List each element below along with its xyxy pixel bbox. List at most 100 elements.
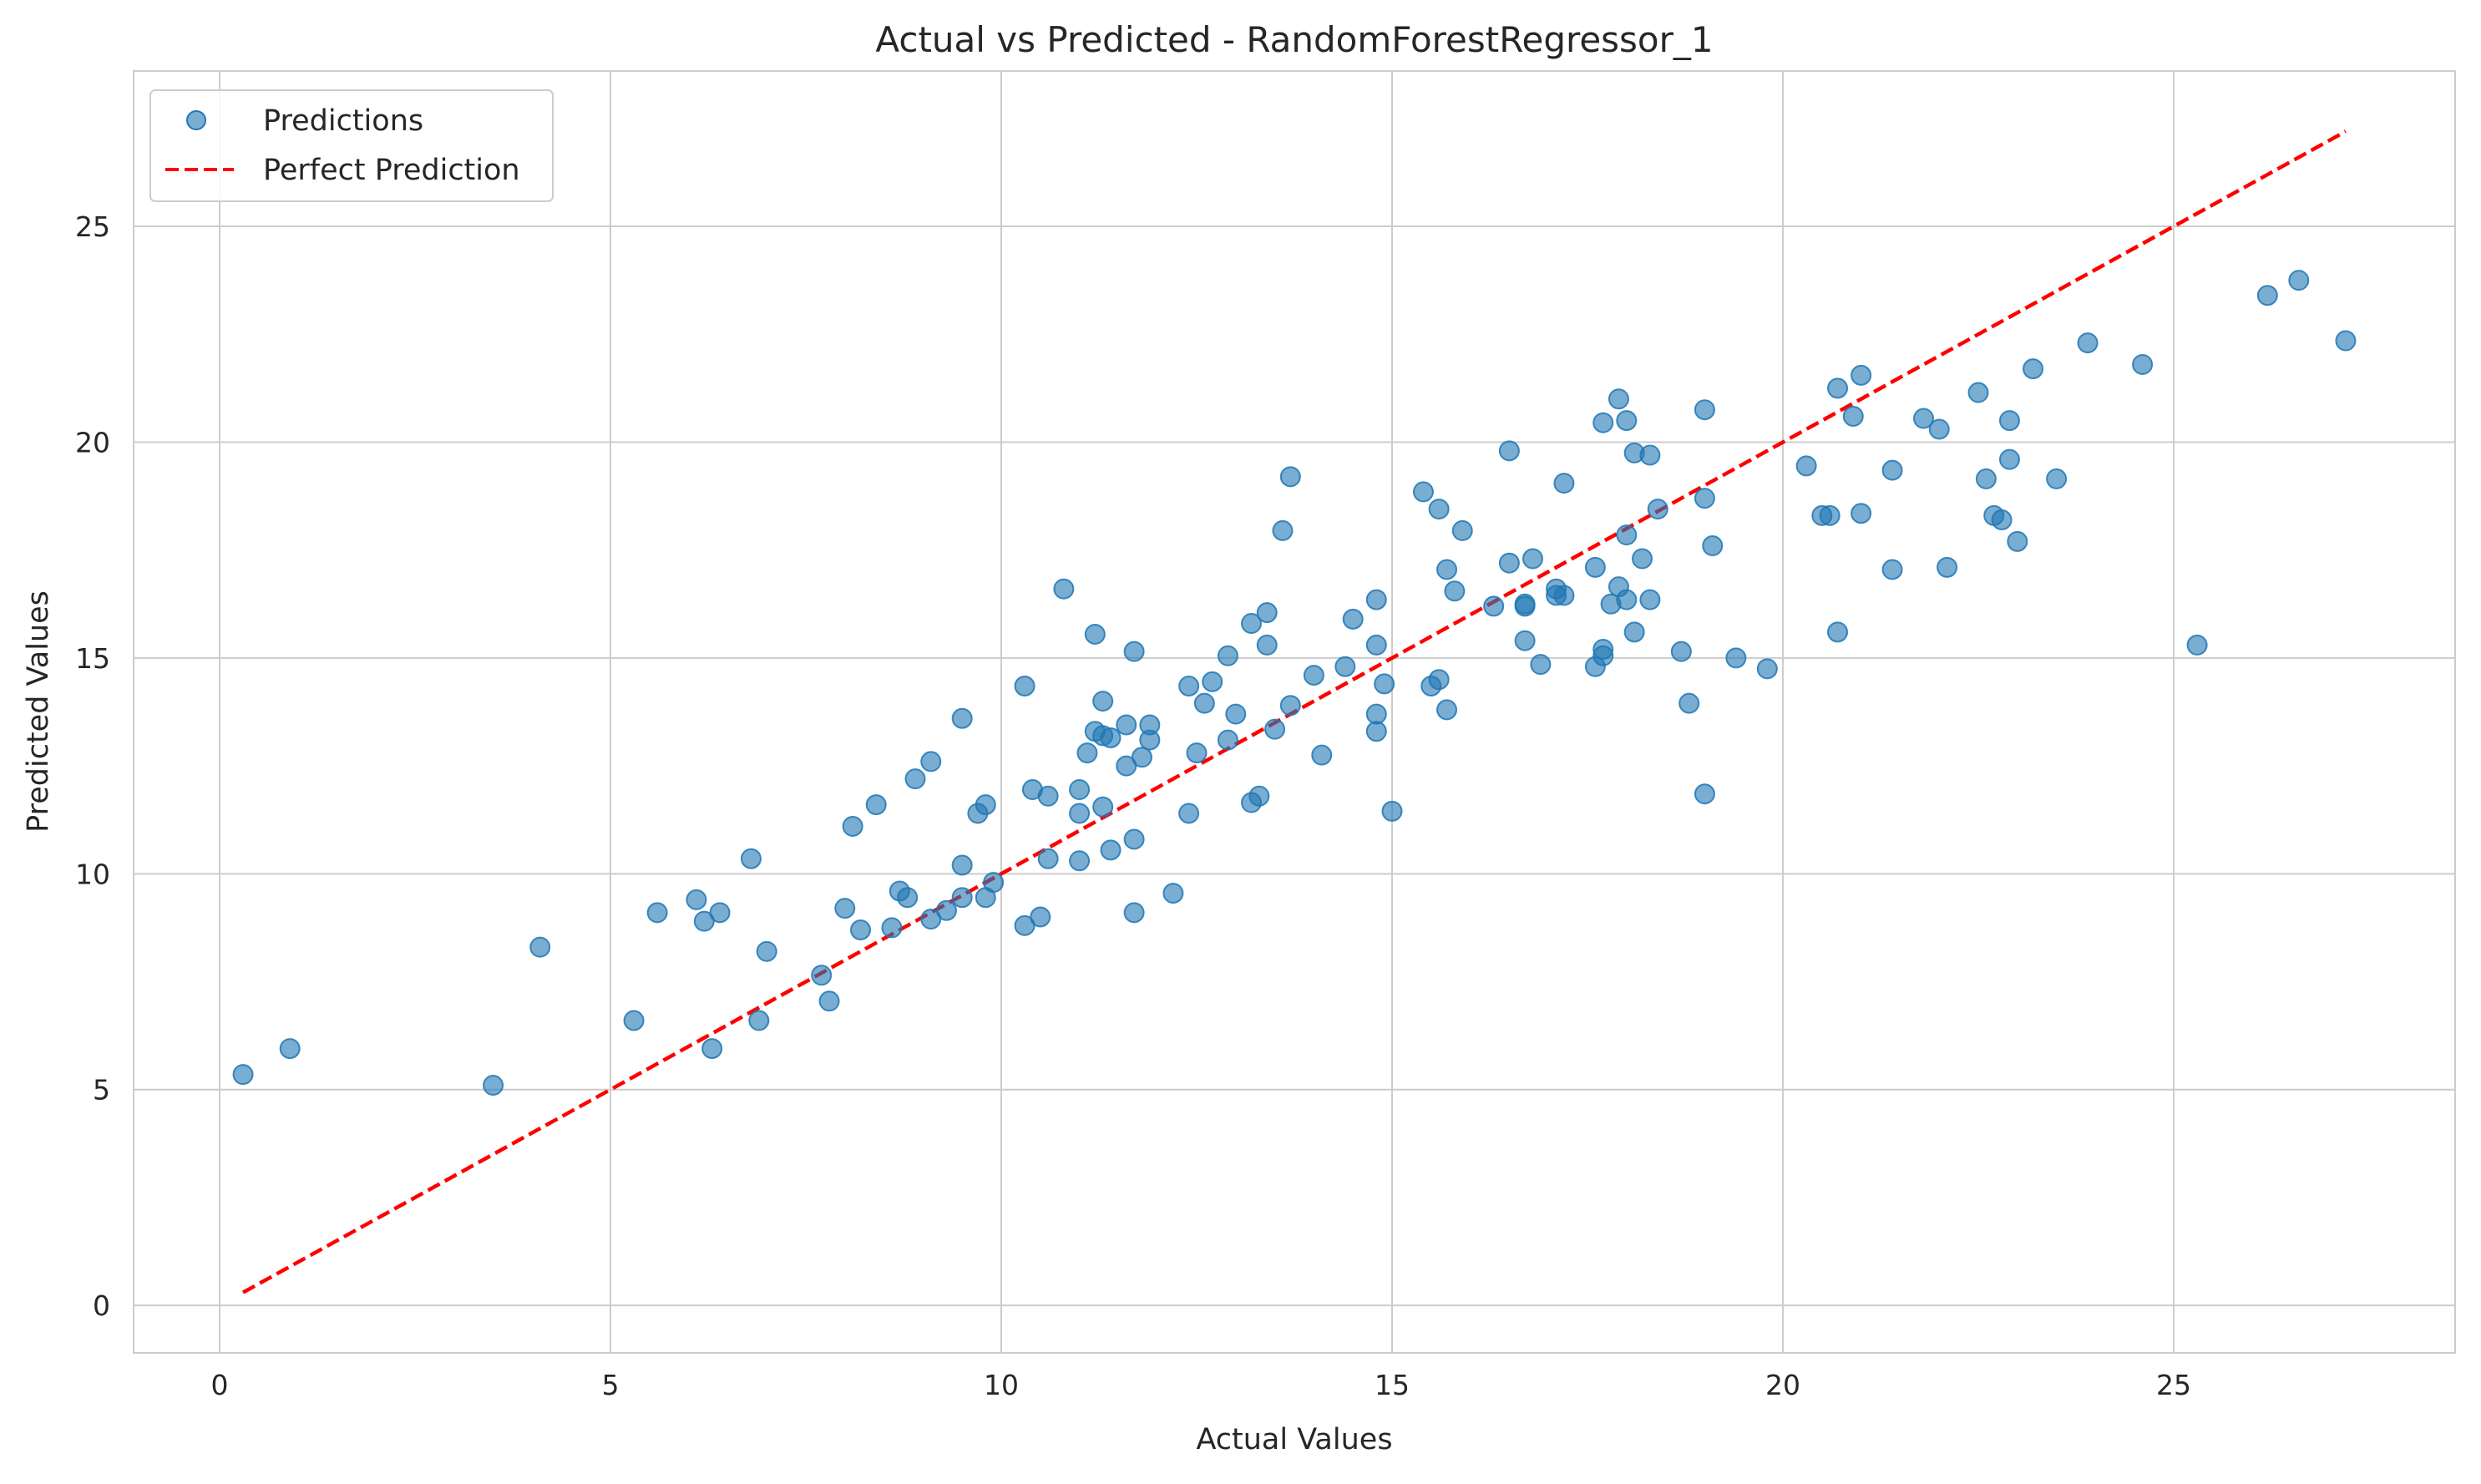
prediction-point bbox=[1991, 509, 2013, 531]
prediction-point bbox=[983, 872, 1005, 894]
x-tick-label: 20 bbox=[1765, 1369, 1800, 1401]
y-tick-label: 15 bbox=[75, 642, 110, 675]
prediction-point bbox=[1436, 699, 1458, 721]
x-tick-label: 15 bbox=[1375, 1369, 1410, 1401]
prediction-point bbox=[2186, 634, 2208, 656]
grid-lines bbox=[134, 71, 2455, 1353]
prediction-point bbox=[951, 887, 973, 909]
prediction-point bbox=[2007, 530, 2028, 552]
prediction-point bbox=[1037, 785, 1059, 807]
prediction-point bbox=[1162, 883, 1184, 904]
prediction-point bbox=[1186, 742, 1208, 764]
prediction-point bbox=[1608, 388, 1629, 410]
prediction-point bbox=[1131, 747, 1152, 768]
prediction-point bbox=[1553, 585, 1575, 606]
prediction-point bbox=[1725, 647, 1747, 669]
prediction-point bbox=[1436, 559, 1458, 580]
prediction-point bbox=[2132, 353, 2154, 375]
prediction-point bbox=[1975, 468, 1997, 489]
prediction-point bbox=[1483, 595, 1505, 617]
prediction-point bbox=[1342, 608, 1364, 630]
prediction-point bbox=[1584, 556, 1606, 578]
prediction-point bbox=[1522, 548, 1543, 570]
prediction-point bbox=[1514, 630, 1536, 651]
prediction-point bbox=[1412, 481, 1434, 503]
legend-label-predictions: Predictions bbox=[263, 104, 423, 138]
prediction-point bbox=[279, 1038, 301, 1060]
prediction-point bbox=[2256, 285, 2278, 306]
prediction-point bbox=[834, 898, 856, 919]
prediction-point bbox=[1123, 641, 1145, 662]
prediction-point bbox=[920, 909, 942, 930]
prediction-point bbox=[483, 1075, 504, 1097]
legend-marker-predictions bbox=[186, 110, 206, 130]
prediction-point bbox=[935, 899, 957, 921]
x-tick-label: 5 bbox=[601, 1369, 619, 1401]
prediction-point bbox=[1819, 504, 1840, 526]
prediction-point bbox=[1639, 589, 1661, 610]
prediction-point bbox=[1670, 641, 1692, 662]
prediction-point bbox=[2046, 468, 2068, 489]
prediction-point bbox=[1647, 499, 1668, 520]
prediction-point bbox=[1530, 654, 1552, 676]
prediction-point bbox=[1264, 718, 1286, 740]
x-tick-label: 10 bbox=[984, 1369, 1019, 1401]
prediction-point bbox=[1998, 410, 2020, 432]
prediction-point bbox=[1795, 455, 1817, 477]
prediction-point bbox=[1451, 519, 1473, 541]
prediction-point bbox=[904, 768, 926, 790]
prediction-point bbox=[865, 794, 887, 816]
prediction-point bbox=[1632, 548, 1653, 570]
prediction-point bbox=[920, 751, 942, 772]
prediction-point bbox=[811, 965, 833, 986]
y-tick-label: 25 bbox=[75, 210, 110, 243]
prediction-point bbox=[1193, 692, 1215, 714]
prediction-point bbox=[1851, 364, 1872, 386]
prediction-point bbox=[1827, 621, 1849, 643]
prediction-point bbox=[1217, 645, 1238, 666]
prediction-point bbox=[1881, 559, 1903, 580]
prediction-point bbox=[1851, 503, 1872, 524]
prediction-point bbox=[1827, 377, 1849, 399]
prediction-point bbox=[2023, 358, 2044, 380]
prediction-point bbox=[1937, 556, 1958, 578]
prediction-point bbox=[1279, 695, 1301, 717]
prediction-point bbox=[1014, 675, 1035, 696]
prediction-point bbox=[686, 889, 707, 910]
prediction-point bbox=[1592, 639, 1614, 661]
prediction-point bbox=[842, 815, 863, 837]
legend-box bbox=[149, 89, 554, 202]
prediction-point bbox=[1037, 848, 1059, 869]
prediction-point bbox=[1100, 839, 1122, 861]
prediction-point bbox=[1178, 803, 1200, 824]
prediction-point bbox=[1178, 675, 1200, 696]
prediction-point bbox=[951, 707, 973, 729]
y-tick-label: 5 bbox=[93, 1074, 110, 1107]
prediction-point bbox=[2077, 332, 2099, 354]
prediction-point bbox=[1256, 634, 1278, 656]
prediction-point bbox=[232, 1064, 254, 1086]
x-axis-label: Actual Values bbox=[1196, 1423, 1392, 1456]
prediction-point bbox=[529, 936, 551, 958]
prediction-point bbox=[1381, 800, 1403, 822]
prediction-point bbox=[1084, 623, 1106, 645]
legend: Predictions Perfect Prediction bbox=[149, 89, 554, 202]
prediction-point bbox=[1256, 602, 1278, 624]
prediction-point bbox=[1913, 408, 1935, 429]
prediction-point bbox=[693, 910, 715, 932]
prediction-point bbox=[1272, 519, 1294, 541]
prediction-point bbox=[2288, 270, 2310, 291]
prediction-point bbox=[1116, 755, 1137, 777]
prediction-point bbox=[850, 919, 872, 941]
prediction-point bbox=[1998, 448, 2020, 470]
prediction-point bbox=[1428, 669, 1450, 691]
prediction-point bbox=[1014, 914, 1035, 936]
x-tick-label: 25 bbox=[2156, 1369, 2191, 1401]
prediction-point bbox=[1592, 412, 1614, 433]
prediction-point bbox=[1030, 906, 1051, 928]
prediction-point bbox=[1092, 796, 1114, 818]
y-tick-label: 20 bbox=[75, 426, 110, 458]
prediction-point bbox=[1100, 727, 1122, 749]
